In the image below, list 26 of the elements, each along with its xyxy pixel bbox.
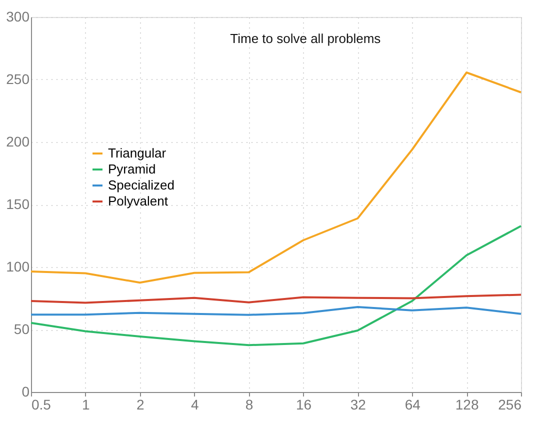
- line-series: [30, 306, 522, 316]
- x-tick-label: 8: [245, 396, 254, 412]
- x-tick-label: 64: [404, 396, 421, 412]
- x-tick-label: 128: [455, 396, 479, 412]
- legend-label: Pyramid: [108, 162, 156, 176]
- line-series: [30, 294, 522, 304]
- legend-label: Triangular: [108, 146, 167, 160]
- legend-label: Specialized: [108, 178, 174, 192]
- x-tick-label: 256: [498, 396, 522, 412]
- y-tick-label: 200: [6, 134, 30, 150]
- y-tick-label: 150: [6, 196, 30, 212]
- x-tick-label: 1: [82, 396, 90, 412]
- line-series: [30, 72, 522, 284]
- x-tick-label: 2: [136, 396, 144, 412]
- x-tick-label: 0.5: [32, 396, 52, 412]
- line-series: [30, 225, 522, 346]
- y-tick-label: 250: [6, 71, 30, 87]
- text: Time to solve all problems: [230, 31, 382, 46]
- x-tick-label: 16: [296, 396, 312, 412]
- x-tick-label: 4: [190, 396, 199, 412]
- x-tick-label: 32: [350, 396, 366, 412]
- y-tick-label: 50: [14, 321, 30, 337]
- y-tick-label: 300: [6, 8, 30, 24]
- legend-label: Polyvalent: [108, 194, 168, 208]
- y-tick-label: 100: [6, 258, 30, 274]
- y-tick-label: 0: [22, 384, 30, 400]
